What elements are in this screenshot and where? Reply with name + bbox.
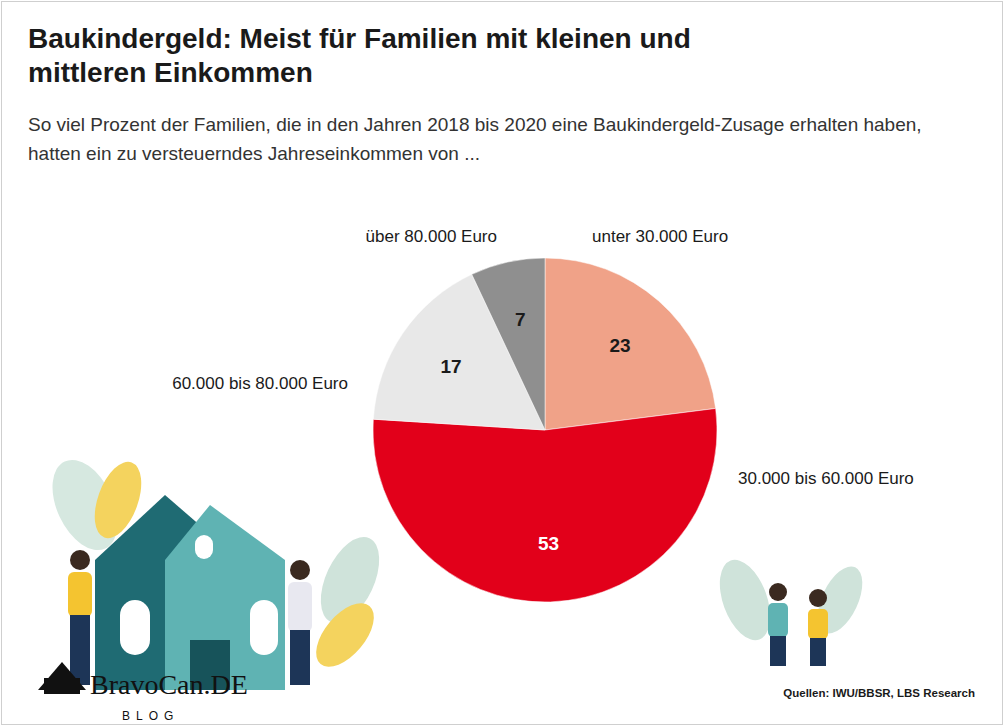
person — [290, 560, 310, 580]
person — [810, 638, 826, 666]
data-label: 17 — [441, 356, 462, 377]
leaf — [305, 593, 384, 677]
category-label: 30.000 bis 60.000 Euro — [738, 469, 914, 488]
person — [288, 582, 312, 632]
watermark: BravoCan.DE BLOG — [38, 662, 248, 723]
category-label: unter 30.000 Euro — [592, 227, 728, 246]
window — [195, 535, 213, 559]
slice — [545, 258, 716, 430]
watermark-text: BravoCan.DE — [90, 669, 248, 700]
watermark-text: BLOG — [122, 709, 179, 723]
category-label: 60.000 bis 80.000 Euro — [172, 374, 348, 393]
house — [165, 505, 285, 690]
person — [70, 615, 90, 685]
title: Baukindergeld: Meist für Familien mit kl… — [28, 22, 758, 90]
category-label: über 80.000 Euro — [366, 227, 497, 246]
data-label: 23 — [610, 335, 631, 356]
slice — [373, 408, 717, 602]
person — [68, 572, 92, 617]
leaf — [808, 560, 871, 640]
data-label: 53 — [538, 533, 559, 554]
person — [808, 609, 828, 639]
person — [290, 630, 310, 685]
window — [120, 600, 150, 655]
source: Quellen: IWU/BBSR, LBS Research — [783, 687, 975, 699]
person — [809, 589, 827, 607]
window — [250, 600, 278, 655]
pie — [373, 258, 717, 602]
person — [770, 636, 786, 666]
labels: 23 unter 30.000 Euro 53 30.000 bis 60.000 E… — [172, 227, 914, 554]
person — [769, 583, 787, 601]
person — [70, 550, 90, 570]
data-label: 7 — [515, 309, 526, 330]
logo — [44, 678, 80, 694]
slice — [472, 258, 545, 430]
person — [768, 603, 788, 637]
chart: 23 unter 30.000 Euro 53 30.000 bis 60.000 E… — [0, 0, 1004, 726]
subtitle: So viel Prozent der Familien, die in den… — [28, 110, 968, 168]
